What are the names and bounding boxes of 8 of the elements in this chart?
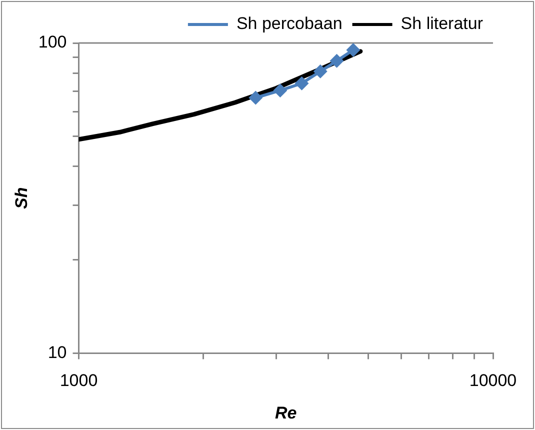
legend-label: Sh literatur	[400, 14, 484, 34]
y-axis-title: Sh	[12, 187, 31, 209]
x-axis-title: Re	[275, 403, 297, 422]
y-tick-label: 10	[48, 342, 67, 362]
x-tick-label: 10000	[469, 371, 517, 390]
y-tick-label: 100	[38, 32, 67, 52]
legend-label: Sh percobaan	[236, 14, 342, 34]
x-tick-label: 1000	[60, 371, 98, 390]
